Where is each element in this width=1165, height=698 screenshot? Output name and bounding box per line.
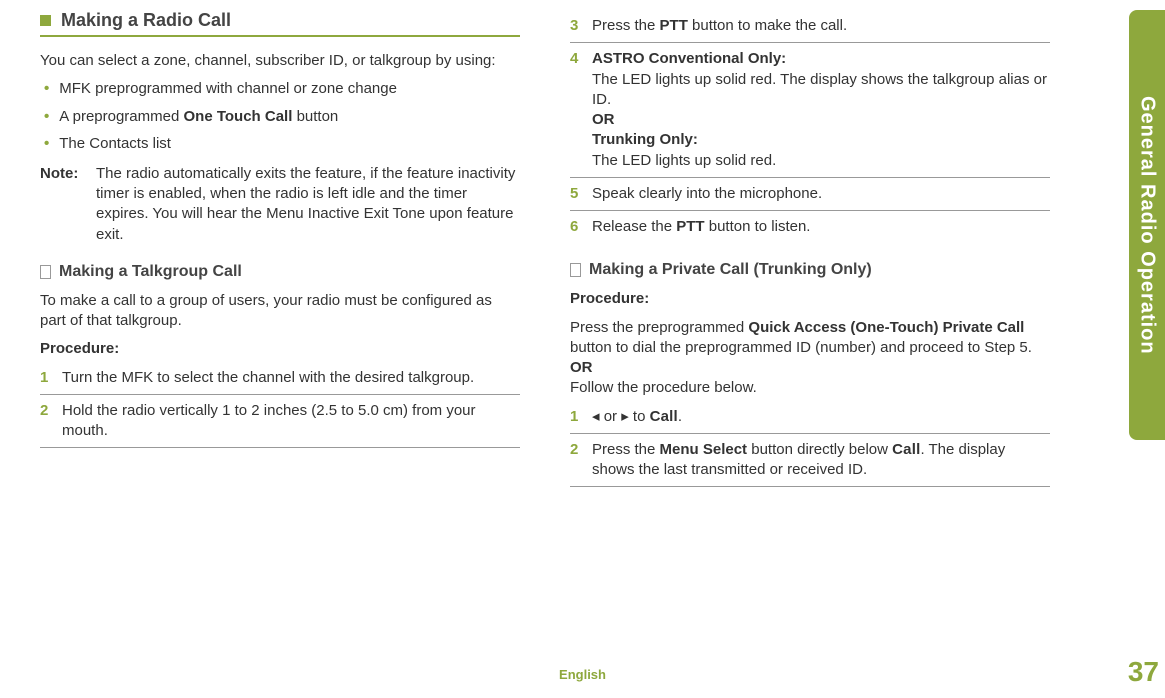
note-text: The radio automatically exits the featur… <box>96 164 520 245</box>
bullet-text: The Contacts list <box>59 134 171 154</box>
step-row: 1 ◂ or ▸ to Call. <box>570 407 1050 434</box>
step-row: 5 Speak clearly into the microphone. <box>570 184 1050 211</box>
square-bullet-icon <box>40 15 51 26</box>
step-text: Release the PTT button to listen. <box>592 217 1050 237</box>
footer-language: English <box>559 667 606 682</box>
subhead-text: Making a Talkgroup Call <box>59 263 242 281</box>
step-row: 2 Hold the radio vertically 1 to 2 inche… <box>40 401 520 449</box>
step-number: 1 <box>40 368 62 388</box>
list-item: • MFK preprogrammed with channel or zone… <box>44 79 520 99</box>
subheading: Making a Private Call (Trunking Only) <box>570 261 1050 279</box>
document-icon <box>570 263 581 277</box>
bullet-text: MFK preprogrammed with channel or zone c… <box>59 79 397 99</box>
bullet-text: A preprogrammed One Touch Call button <box>59 107 338 127</box>
note-block: Note: The radio automatically exits the … <box>40 164 520 245</box>
step-row: 6 Release the PTT button to listen. <box>570 217 1050 243</box>
bullet-icon: • <box>44 107 49 127</box>
list-item: • The Contacts list <box>44 134 520 154</box>
procedure-label: Procedure: <box>570 289 1050 309</box>
side-tab: General Radio Operation <box>1129 10 1165 440</box>
step-number: 2 <box>570 440 592 460</box>
step-row: 1 Turn the MFK to select the channel wit… <box>40 368 520 395</box>
step-number: 6 <box>570 217 592 237</box>
side-tab-label: General Radio Operation <box>1136 96 1159 355</box>
document-icon <box>40 265 51 279</box>
talkgroup-intro: To make a call to a group of users, your… <box>40 291 520 332</box>
step-text: ASTRO Conventional Only: The LED lights … <box>592 49 1050 171</box>
step-text: Turn the MFK to select the channel with … <box>62 368 520 388</box>
step-text: Hold the radio vertically 1 to 2 inches … <box>62 401 520 442</box>
step-number: 1 <box>570 407 592 427</box>
step-number: 4 <box>570 49 592 69</box>
nav-arrows-icon: ◂ or ▸ to <box>592 408 650 425</box>
step-row: 2 Press the Menu Select button directly … <box>570 440 1050 488</box>
step-row: 4 ASTRO Conventional Only: The LED light… <box>570 49 1050 178</box>
note-label: Note: <box>40 164 96 245</box>
step-text: Speak clearly into the microphone. <box>592 184 1050 204</box>
bullet-icon: • <box>44 79 49 99</box>
private-intro: Press the preprogrammed Quick Access (On… <box>570 318 1050 399</box>
step-text: Press the Menu Select button directly be… <box>592 440 1050 481</box>
subheading: Making a Talkgroup Call <box>40 263 520 281</box>
intro-text: You can select a zone, channel, subscrib… <box>40 51 520 71</box>
bullet-icon: • <box>44 134 49 154</box>
page-number: 37 <box>1128 656 1159 688</box>
section-underline <box>40 35 520 37</box>
step-number: 2 <box>40 401 62 421</box>
step-number: 3 <box>570 16 592 36</box>
list-item: • A preprogrammed One Touch Call button <box>44 107 520 127</box>
step-text: ◂ or ▸ to Call. <box>592 407 1050 427</box>
step-row: 3 Press the PTT button to make the call. <box>570 16 1050 43</box>
section-header: Making a Radio Call <box>40 10 520 31</box>
procedure-label: Procedure: <box>40 339 520 359</box>
subhead-text: Making a Private Call (Trunking Only) <box>589 261 872 279</box>
section-title: Making a Radio Call <box>61 10 231 31</box>
step-number: 5 <box>570 184 592 204</box>
bullet-list: • MFK preprogrammed with channel or zone… <box>40 79 520 154</box>
step-text: Press the PTT button to make the call. <box>592 16 1050 36</box>
